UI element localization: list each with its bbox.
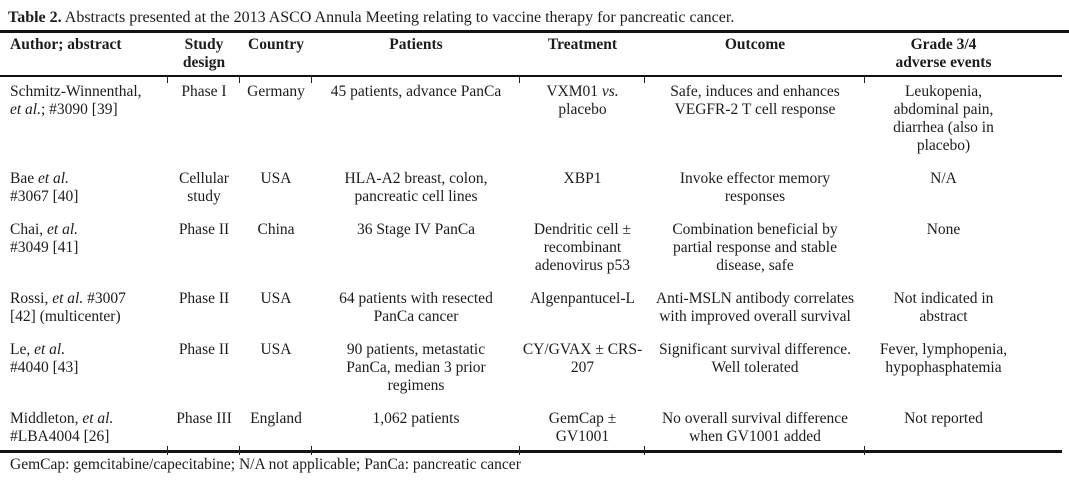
- column-header: Study design: [168, 33, 240, 83]
- table-cell: Le, et al. #4040 [43]: [10, 341, 79, 376]
- table-caption: Table 2. Abstracts presented at the 2013…: [0, 8, 1069, 33]
- table-cell: Phase II: [178, 341, 230, 358]
- table-cell: No overall survival difference when GV10…: [645, 404, 865, 455]
- table-cell: Invoke effector memory responses: [679, 170, 831, 205]
- table-cell: 36 Stage IV PanCa: [356, 221, 476, 238]
- table-header-row: Author; abstract Study design Country Patie…: [0, 33, 1062, 83]
- table-row: Middleton, et al. #LBA4004 [26] Phase III…: [0, 404, 1062, 455]
- table-footnote: GemCap: gemcitabine/capecitabine; N/A no…: [10, 456, 521, 473]
- table-cell: Middleton, et al. #LBA4004 [26]: [0, 404, 168, 455]
- table-cell: Not indicated in abstract: [893, 290, 994, 325]
- table-cell: VXM01 vs. placebo: [546, 83, 619, 118]
- table-cell: None: [926, 221, 961, 238]
- table-cell: Safe, induces and enhances VEGFR-2 T cel…: [670, 83, 840, 118]
- table-header: Author; abstract Study design Country Patie…: [0, 33, 1062, 83]
- table-cell: China: [257, 221, 295, 238]
- table-cell: Schmitz-Winnenthal, et al.; #3090 [39]: [10, 83, 142, 118]
- table-row: Chai, et al. #3049 [41] Phase II China 36 S…: [0, 215, 1062, 284]
- table-cell: Phase I: [181, 83, 227, 100]
- table-row: Rossi, et al. #3007 [42] (multicenter) Ph…: [0, 284, 1062, 335]
- table-cell: Phase II: [178, 290, 230, 307]
- table-cell: Phase II: [178, 221, 230, 238]
- table-cell: Bae et al. #3067 [40]: [10, 170, 79, 205]
- column-header: Grade 3/4 adverse events: [865, 33, 1062, 77]
- table-cell: Rossi, et al. #3007 [42] (multicenter): [10, 290, 126, 325]
- table-cell: Not reported: [904, 410, 983, 427]
- column-header: Patients: [312, 33, 520, 83]
- table-cell: N/A: [930, 170, 957, 187]
- table-cell: Algenpantucel-L: [529, 290, 635, 307]
- table-cell: HLA-A2 breast, colon, pancreatic cell li…: [344, 170, 488, 205]
- table-cell: Fever, lymphopenia, hypophasphatemia: [879, 341, 1008, 376]
- table-cell: GemCap ± GV1001: [520, 404, 645, 455]
- table-row: Le, et al. #4040 [43] Phase II USA 90 patie…: [0, 335, 1062, 404]
- table-cell: Anti-MSLN antibody correlates with impro…: [655, 290, 854, 325]
- table-cell: Chai, et al. #3049 [41]: [10, 221, 79, 256]
- column-header: Treatment: [520, 33, 645, 83]
- table-cell: 1,062 patients: [312, 404, 520, 455]
- table-row: Schmitz-Winnenthal, et al.; #3090 [39] Ph…: [0, 76, 1062, 164]
- table-cell: 64 patients with resected PanCa cancer: [339, 290, 493, 325]
- abstracts-table: Author; abstract Study design Country Patie…: [0, 33, 1062, 455]
- column-header: Country: [240, 33, 312, 83]
- table-cell: USA: [260, 341, 292, 358]
- table-cell: Phase III: [168, 404, 240, 455]
- table-cell: Leukopenia, abdominal pain, diarrhea (al…: [893, 83, 994, 154]
- table-cell: USA: [260, 290, 292, 307]
- column-header: Outcome: [645, 33, 865, 83]
- table-cell: USA: [260, 170, 292, 187]
- table-cell: Combination beneficial by partial respon…: [672, 221, 838, 274]
- table-caption-text: Abstracts presented at the 2013 ASCO Ann…: [61, 9, 735, 26]
- column-header: Author; abstract: [0, 33, 168, 83]
- table-caption-label: Table 2.: [8, 9, 62, 26]
- table-cell: CY/GVAX ± CRS- 207: [522, 341, 643, 376]
- table-cell: 90 patients, metastatic PanCa, median 3 …: [346, 341, 486, 394]
- table-body: Schmitz-Winnenthal, et al.; #3090 [39] Ph…: [0, 76, 1062, 455]
- table-cell: 45 patients, advance PanCa: [330, 83, 502, 100]
- table-cell: Cellular study: [179, 170, 229, 205]
- table-cell: Dendritic cell ± recombinant adenovirus …: [533, 221, 632, 274]
- table-cell: XBP1: [563, 170, 602, 187]
- table-cell: Germany: [247, 83, 305, 100]
- table-row: Bae et al. #3067 [40] Cellular study USA HL…: [0, 164, 1062, 215]
- table-cell: England: [240, 404, 312, 455]
- table-cell: Significant survival difference. Well to…: [658, 341, 852, 376]
